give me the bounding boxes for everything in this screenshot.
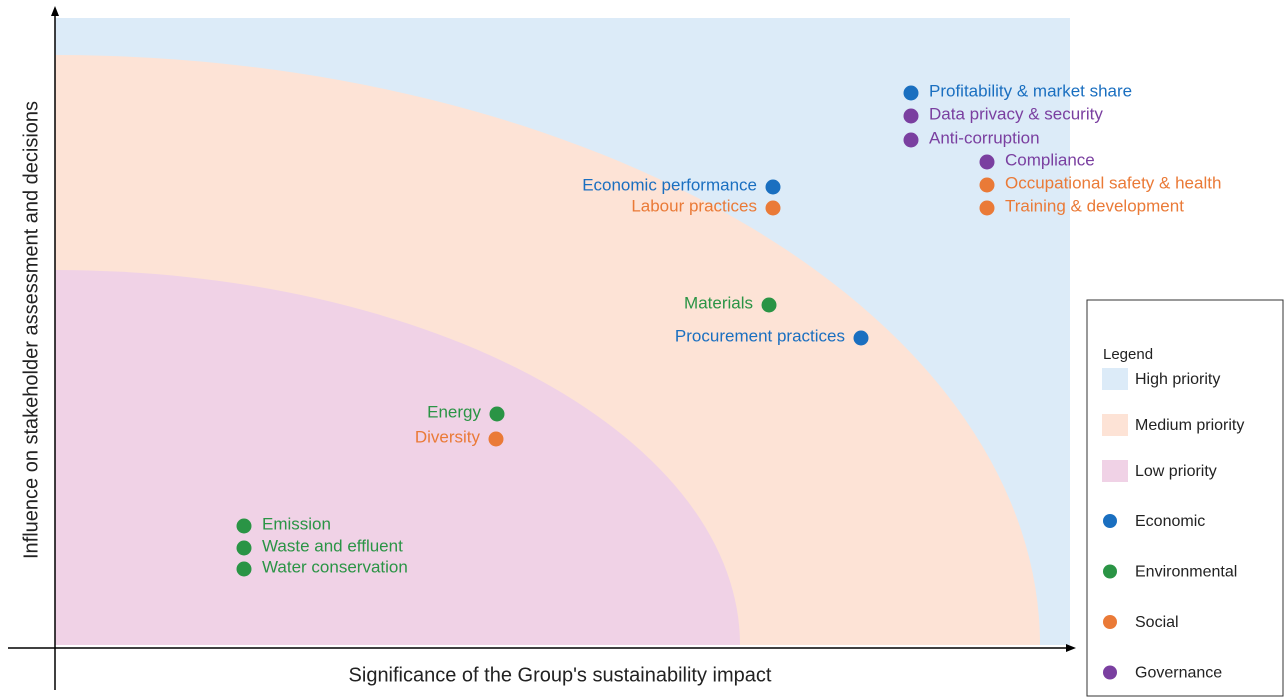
legend-label: Environmental xyxy=(1135,564,1237,581)
point-label: Waste and effluent xyxy=(262,536,403,555)
zone xyxy=(55,270,740,645)
point-dot xyxy=(236,540,252,556)
point-label: Procurement practices xyxy=(675,326,845,345)
legend-title: Legend xyxy=(1103,346,1153,363)
point-dot xyxy=(765,200,781,216)
point-label: Emission xyxy=(262,514,331,533)
point-dot xyxy=(979,177,995,193)
legend-swatch xyxy=(1102,368,1128,390)
y-axis-label: Influence on stakeholder assessment and … xyxy=(20,101,42,559)
point-dot xyxy=(979,154,995,170)
point-dot xyxy=(765,179,781,195)
point-label: Data privacy & security xyxy=(929,104,1103,123)
x-axis-label: Significance of the Group's sustainabili… xyxy=(349,664,772,686)
point-dot xyxy=(489,406,505,422)
point-dot xyxy=(488,431,504,447)
point-label: Compliance xyxy=(1005,150,1095,169)
points: Profitability & market share Economic per… xyxy=(236,81,1221,577)
legend-dot xyxy=(1103,564,1117,579)
legend-label: Medium priority xyxy=(1135,417,1244,434)
point-dot xyxy=(236,518,252,534)
legend-label: Economic xyxy=(1135,513,1205,530)
point-label: Energy xyxy=(427,402,481,421)
legend-dot xyxy=(1103,615,1117,629)
legend-dot xyxy=(1103,665,1117,680)
point-label: Occupational safety & health xyxy=(1005,173,1221,192)
legend-swatch xyxy=(1102,460,1128,482)
point-dot xyxy=(236,561,252,577)
point-label: Anti-corruption xyxy=(929,128,1040,147)
legend-label: Social xyxy=(1135,614,1179,631)
legend-dot xyxy=(1103,514,1117,528)
y-axis-arrow xyxy=(51,6,59,16)
point-dot xyxy=(979,200,995,216)
x-axis-arrow xyxy=(1066,644,1076,652)
point-label: Materials xyxy=(684,293,753,312)
point-label: Economic performance xyxy=(582,175,757,194)
point-dot xyxy=(903,132,919,148)
legend-label: Low priority xyxy=(1135,463,1217,480)
point-label: Training & development xyxy=(1005,196,1184,215)
zones xyxy=(55,18,1070,645)
point-dot xyxy=(761,297,777,313)
point-dot xyxy=(853,330,869,346)
legend-label: Governance xyxy=(1135,665,1222,682)
point-label: Water conservation xyxy=(262,557,408,576)
point-label: Labour practices xyxy=(631,196,757,215)
legend-label: High priority xyxy=(1135,371,1220,388)
legend: High priority Medium priority Low priority… xyxy=(1102,368,1244,682)
point-label: Diversity xyxy=(415,427,481,446)
point-label: Profitability & market share xyxy=(929,81,1132,100)
point-dot xyxy=(903,108,919,124)
legend-box xyxy=(1086,299,1284,697)
point-dot xyxy=(903,85,919,101)
legend-swatch xyxy=(1102,414,1128,436)
